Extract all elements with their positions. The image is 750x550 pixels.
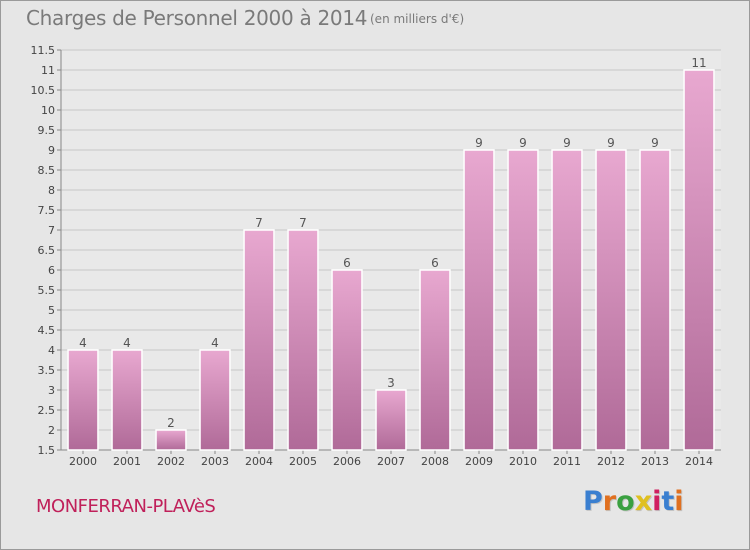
bar-2007: [375, 389, 407, 451]
bar-2000: [67, 349, 99, 451]
data-label-2002: 2: [167, 416, 175, 430]
data-label-2014: 11: [691, 56, 706, 70]
x-tick-label: 2012: [597, 455, 625, 468]
y-tick-label: 9.5: [38, 124, 56, 137]
x-tick-label: 2011: [553, 455, 581, 468]
bar-2014: [683, 69, 715, 451]
data-label-2005: 7: [299, 216, 307, 230]
y-tick-label: 7: [48, 224, 55, 237]
y-tick-label: 10.5: [31, 84, 56, 97]
data-label-2009: 9: [475, 136, 483, 150]
y-tick-label: 1.5: [38, 444, 56, 457]
y-tick-label: 8: [48, 184, 55, 197]
data-label-2007: 3: [387, 376, 395, 390]
bar-2013: [639, 149, 671, 451]
y-tick-label: 6: [48, 264, 55, 277]
y-tick-label: 8.5: [38, 164, 56, 177]
bar-2006: [331, 269, 363, 451]
bar-2011: [551, 149, 583, 451]
bar-2005: [287, 229, 319, 451]
x-tick-label: 2006: [333, 455, 361, 468]
y-tick-label: 6.5: [38, 244, 56, 257]
bar-2003: [199, 349, 231, 451]
data-label-2006: 6: [343, 256, 351, 270]
y-tick-label: 4: [48, 344, 55, 357]
bar-2002: [155, 429, 187, 451]
y-tick-label: 3: [48, 384, 55, 397]
data-label-2012: 9: [607, 136, 615, 150]
x-tick-label: 2002: [157, 455, 185, 468]
data-label-2003: 4: [211, 336, 219, 350]
bar-2012: [595, 149, 627, 451]
y-tick-label: 10: [41, 104, 55, 117]
bar-2004: [243, 229, 275, 451]
data-label-2008: 6: [431, 256, 439, 270]
commune-name: MONFERRAN-PLAVèS: [36, 496, 216, 517]
data-label-2013: 9: [651, 136, 659, 150]
x-tick-label: 2000: [69, 455, 97, 468]
y-tick-label: 11.5: [31, 44, 56, 57]
data-label-2004: 7: [255, 216, 263, 230]
chart-title: Charges de Personnel 2000 à 2014: [26, 6, 368, 30]
y-tick-label: 3.5: [38, 364, 56, 377]
x-tick-label: 2005: [289, 455, 317, 468]
y-tick-label: 5: [48, 304, 55, 317]
chart-subtitle: (en milliers d'€): [370, 12, 465, 26]
x-tick-label: 2008: [421, 455, 449, 468]
x-tick-label: 2009: [465, 455, 493, 468]
x-tick-label: 2004: [245, 455, 273, 468]
x-tick-label: 2013: [641, 455, 669, 468]
y-tick-label: 11: [41, 64, 55, 77]
y-tick-label: 9: [48, 144, 55, 157]
bar-2001: [111, 349, 143, 451]
y-tick-label: 5.5: [38, 284, 56, 297]
x-tick-label: 2003: [201, 455, 229, 468]
data-label-2000: 4: [79, 336, 87, 350]
y-tick-label: 2: [48, 424, 55, 437]
bar-2010: [507, 149, 539, 451]
x-tick-label: 2014: [685, 455, 713, 468]
data-label-2001: 4: [123, 336, 131, 350]
data-label-2011: 9: [563, 136, 571, 150]
x-tick-label: 2010: [509, 455, 537, 468]
bar-2009: [463, 149, 495, 451]
proxiti-logo: Proxiti: [583, 486, 684, 517]
y-tick-label: 7.5: [38, 204, 56, 217]
bar-2008: [419, 269, 451, 451]
data-label-2010: 9: [519, 136, 527, 150]
x-tick-label: 2001: [113, 455, 141, 468]
y-tick-label: 4.5: [38, 324, 56, 337]
y-tick-label: 2.5: [38, 404, 56, 417]
x-tick-label: 2007: [377, 455, 405, 468]
